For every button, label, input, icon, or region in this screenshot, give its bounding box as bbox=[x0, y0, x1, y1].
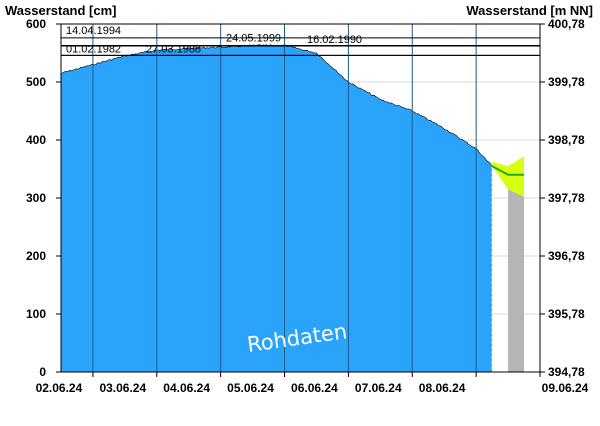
ref-label-14.04.1994: 14.04.1994 bbox=[66, 25, 121, 37]
x-tick-label-08.06.24: 08.06.24 bbox=[419, 381, 466, 395]
y-right-tick-label-398,78: 398,78 bbox=[548, 133, 585, 147]
forecast-median-line bbox=[491, 165, 525, 176]
forecast-gray-area bbox=[508, 189, 525, 372]
observed-area bbox=[61, 44, 493, 372]
plot-area bbox=[60, 23, 540, 373]
y-left-tick-label-300: 300 bbox=[26, 191, 46, 205]
x-tick-label-04.06.24: 04.06.24 bbox=[163, 381, 210, 395]
x-tick-label-05.06.24: 05.06.24 bbox=[227, 381, 274, 395]
x-tick-label-06.06.24: 06.06.24 bbox=[291, 381, 338, 395]
ref-label-27.03.1988: 27.03.1988 bbox=[146, 43, 201, 55]
reference-lines: 14.04.1994 24.05.1999 16.02.1990 01.02.1982… bbox=[61, 25, 540, 56]
axes: 0 394,78 100 395,78 200 396,78 300 397,78 400 398… bbox=[26, 17, 589, 395]
y-left-tick-label-400: 400 bbox=[26, 133, 46, 147]
y-left-axis-title: Wasserstand [cm] bbox=[5, 3, 117, 18]
x-tick-label-03.06.24: 03.06.24 bbox=[99, 381, 146, 395]
y-left-tick-label-100: 100 bbox=[26, 307, 46, 321]
y-right-tick-label-400,78: 400,78 bbox=[548, 17, 585, 31]
y-right-tick-label-394,78: 394,78 bbox=[548, 365, 585, 379]
y-right-tick-label-395,78: 395,78 bbox=[548, 307, 585, 321]
ref-label-24.05.1999: 24.05.1999 bbox=[226, 32, 281, 44]
y-left-tick-label-0: 0 bbox=[39, 365, 46, 379]
x-tick-label-07.06.24: 07.06.24 bbox=[355, 381, 402, 395]
y-left-tick-label-200: 200 bbox=[26, 249, 46, 263]
x-tick-label-02.06.24: 02.06.24 bbox=[36, 381, 83, 395]
ref-label-16.02.1990: 16.02.1990 bbox=[307, 34, 362, 46]
y-right-tick-label-397,78: 397,78 bbox=[548, 191, 585, 205]
y-left-tick-label-600: 600 bbox=[26, 17, 46, 31]
forecast-band bbox=[492, 156, 525, 197]
ref-label-01.02.1982: 01.02.1982 bbox=[66, 43, 121, 55]
x-tick-label-09.06.24: 09.06.24 bbox=[542, 381, 589, 395]
y-right-tick-label-396,78: 396,78 bbox=[548, 249, 585, 263]
y-left-tick-label-500: 500 bbox=[26, 75, 46, 89]
y-right-axis-title: Wasserstand [m NN] bbox=[466, 3, 593, 18]
y-right-tick-label-399,78: 399,78 bbox=[548, 75, 585, 89]
